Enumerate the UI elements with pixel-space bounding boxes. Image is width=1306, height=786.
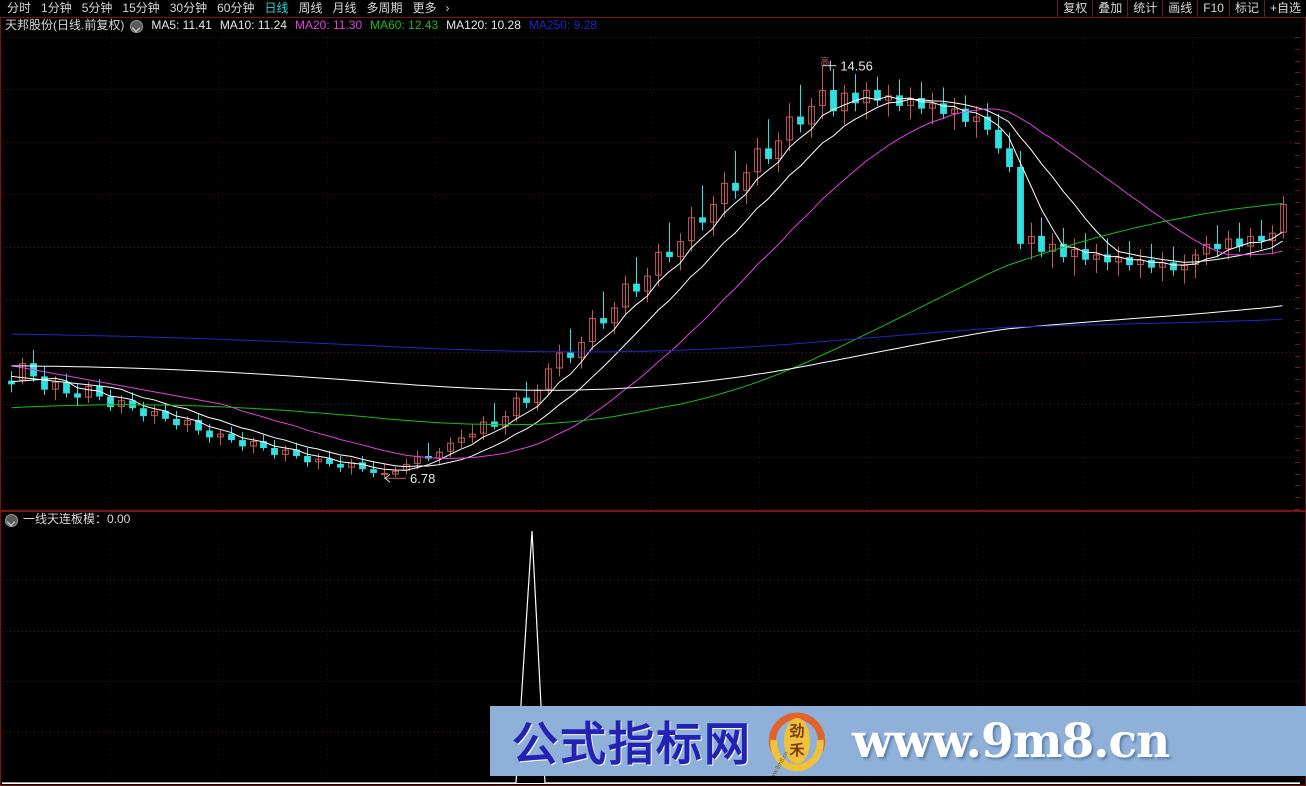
period-tab-月线[interactable]: 月线 xyxy=(332,1,357,15)
watermark-brand: 公式指标网 xyxy=(512,717,752,771)
svg-text:禾: 禾 xyxy=(789,741,805,759)
period-tab-15分钟[interactable]: 15分钟 xyxy=(122,1,160,15)
period-tab-5分钟[interactable]: 5分钟 xyxy=(81,1,113,15)
watermark-banner: 公式指标网 劲 禾 www.9m8.cn www.9m8.cn xyxy=(490,706,1306,776)
ma10-readout: MA10: 11.24 xyxy=(219,18,287,32)
price-info-bar: 天邦股份(日线.前复权) MA5: 11.41 MA10: 11.24 MA20… xyxy=(0,17,1306,34)
low-price-label: 6.78 xyxy=(410,471,435,486)
tool-button-+自选[interactable]: +自选 xyxy=(1263,0,1306,17)
period-tabs: 分时 1分钟 5分钟 15分钟 30分钟 60分钟 日线 周线 月线 多周期 更多 › xyxy=(0,0,454,17)
ma60-readout: MA60: 12.43 xyxy=(370,18,439,32)
tool-button-统计[interactable]: 统计 xyxy=(1127,0,1162,17)
chevron-down-icon[interactable] xyxy=(5,514,18,527)
period-tab-60分钟[interactable]: 60分钟 xyxy=(217,1,255,15)
ma5-readout: MA5: 11.41 xyxy=(151,18,212,32)
period-tab-分时[interactable]: 分时 xyxy=(7,1,32,15)
svg-text:高: 高 xyxy=(820,56,829,67)
tool-button-复权[interactable]: 复权 xyxy=(1057,0,1092,17)
period-tab-日线[interactable]: 日线 xyxy=(264,1,289,15)
ma20-readout: MA20: 11.30 xyxy=(294,18,363,32)
ma250-readout: MA250: 9.28 xyxy=(528,18,597,32)
ma120-readout: MA120: 10.28 xyxy=(446,18,521,32)
period-tab-多周期[interactable]: 多周期 xyxy=(366,1,403,15)
period-tab-1分钟[interactable]: 1分钟 xyxy=(41,1,72,15)
period-tab-更多[interactable]: 更多 xyxy=(412,1,437,15)
high-price-label: 14.56 xyxy=(840,59,873,74)
chevron-down-icon[interactable] xyxy=(130,20,144,33)
tool-button-标记[interactable]: 标记 xyxy=(1228,0,1264,17)
tool-button-画线[interactable]: 画线 xyxy=(1162,0,1197,17)
tool-buttons: 复权 叠加 统计 画线 F10 标记 +自选 xyxy=(1057,0,1306,17)
period-tab-周线[interactable]: 周线 xyxy=(298,1,323,15)
watermark-url: www.9m8.cn xyxy=(852,713,1170,769)
tool-button-叠加[interactable]: 叠加 xyxy=(1092,0,1127,17)
tool-button-F10[interactable]: F10 xyxy=(1197,0,1229,17)
more-periods-arrow-icon[interactable]: › xyxy=(445,1,450,15)
indicator-title: 一线天连板模：0.00 xyxy=(23,512,131,526)
page-title: 天邦股份(日线.前复权) xyxy=(5,18,125,32)
indicator-info-bar: 一线天连板模：0.00 xyxy=(0,511,1306,528)
period-tab-30分钟[interactable]: 30分钟 xyxy=(169,1,208,15)
svg-text:劲: 劲 xyxy=(789,722,804,740)
period-toolbar: 分时 1分钟 5分钟 15分钟 30分钟 60分钟 日线 周线 月线 多周期 更多 › 复权 叠加 统计画… xyxy=(0,0,1306,18)
site-logo-icon: 劲 禾 www.9m8.cn xyxy=(766,710,828,776)
